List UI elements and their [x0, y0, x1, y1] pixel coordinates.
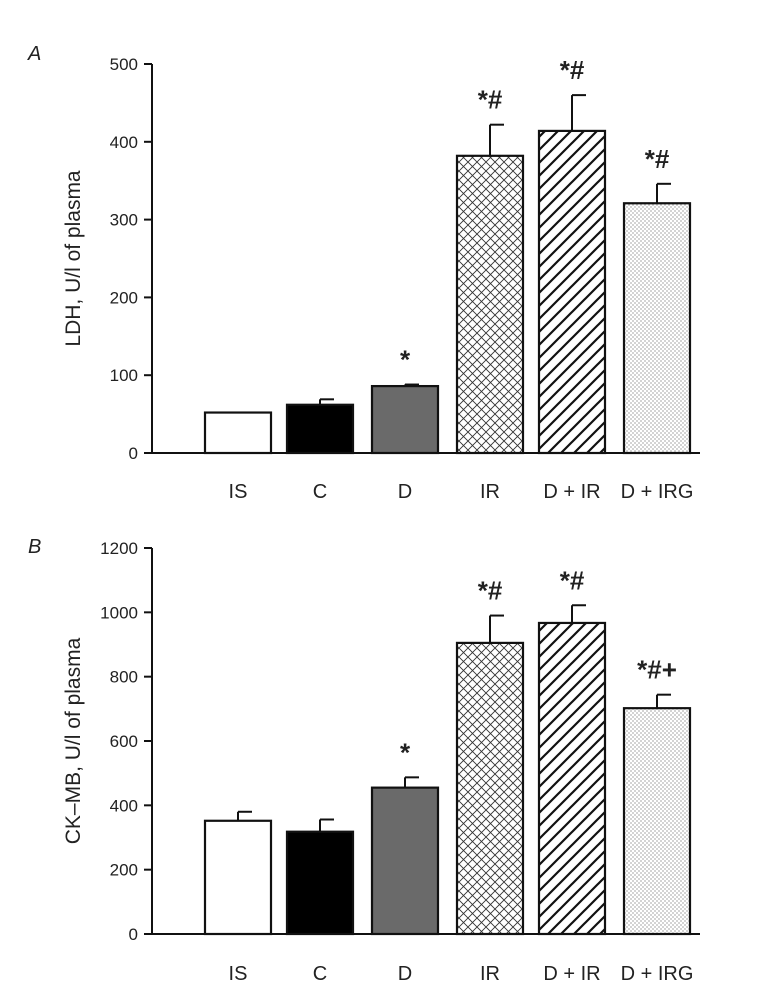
bar-is — [203, 411, 273, 455]
y-tick-label: 200 — [110, 861, 138, 880]
significance-annotation: * — [400, 737, 411, 767]
x-category-label: IR — [480, 481, 500, 503]
bar-ir — [455, 154, 525, 455]
y-tick-label: 600 — [110, 732, 138, 751]
y-tick-label: 100 — [110, 366, 138, 385]
bar-c — [285, 403, 355, 455]
x-category-label: D + IR — [543, 481, 600, 503]
y-tick-label: 1200 — [100, 539, 138, 558]
panel-ldh: A LDH, U/l of plasma 0 100 200 300 400 500 IS C * D… — [27, 43, 700, 503]
significance-annotation: * — [400, 345, 411, 375]
y-tick-label: 400 — [110, 796, 138, 815]
x-category-label: D — [398, 963, 412, 985]
x-category-label: C — [313, 963, 327, 985]
x-category-label: D + IR — [543, 963, 600, 985]
bar-ir — [455, 641, 525, 936]
bar-d-ir — [537, 129, 607, 455]
panel-letter: A — [27, 43, 41, 65]
significance-annotation: *#+ — [637, 655, 677, 685]
significance-annotation: *# — [645, 144, 670, 174]
y-tick-label: 200 — [110, 288, 138, 307]
significance-annotation: *# — [560, 55, 585, 85]
significance-annotation: *# — [478, 85, 503, 115]
x-category-label: D + IRG — [621, 963, 694, 985]
panel-ck-mb: B CK–MB, U/l of plasma 0 200 400 600 800 1000 12… — [28, 536, 700, 985]
y-tick-label: 500 — [110, 55, 138, 74]
x-category-label: D — [398, 481, 412, 503]
y-tick-label: 800 — [110, 668, 138, 687]
bar-d — [370, 786, 440, 936]
y-tick-label: 0 — [129, 925, 138, 944]
y-axis-label: LDH, U/l of plasma — [62, 170, 85, 347]
x-category-label: IS — [229, 963, 248, 985]
x-category-label: C — [313, 481, 327, 503]
y-tick-label: 300 — [110, 211, 138, 230]
bar-d-ir — [537, 621, 607, 936]
y-tick-label: 0 — [129, 444, 138, 463]
x-category-label: D + IRG — [621, 481, 694, 503]
bar-d — [370, 384, 440, 455]
bar-d-irg — [622, 707, 692, 936]
y-tick-label: 400 — [110, 133, 138, 152]
bar-c — [285, 830, 355, 936]
x-category-label: IS — [229, 481, 248, 503]
x-category-label: IR — [480, 963, 500, 985]
bar-d-irg — [622, 202, 692, 455]
significance-annotation: *# — [560, 565, 585, 595]
panel-letter: B — [28, 536, 41, 558]
y-axis-label: CK–MB, U/l of plasma — [62, 637, 85, 844]
significance-annotation: *# — [478, 576, 503, 606]
bar-is — [203, 819, 273, 936]
y-tick-label: 1000 — [100, 603, 138, 622]
